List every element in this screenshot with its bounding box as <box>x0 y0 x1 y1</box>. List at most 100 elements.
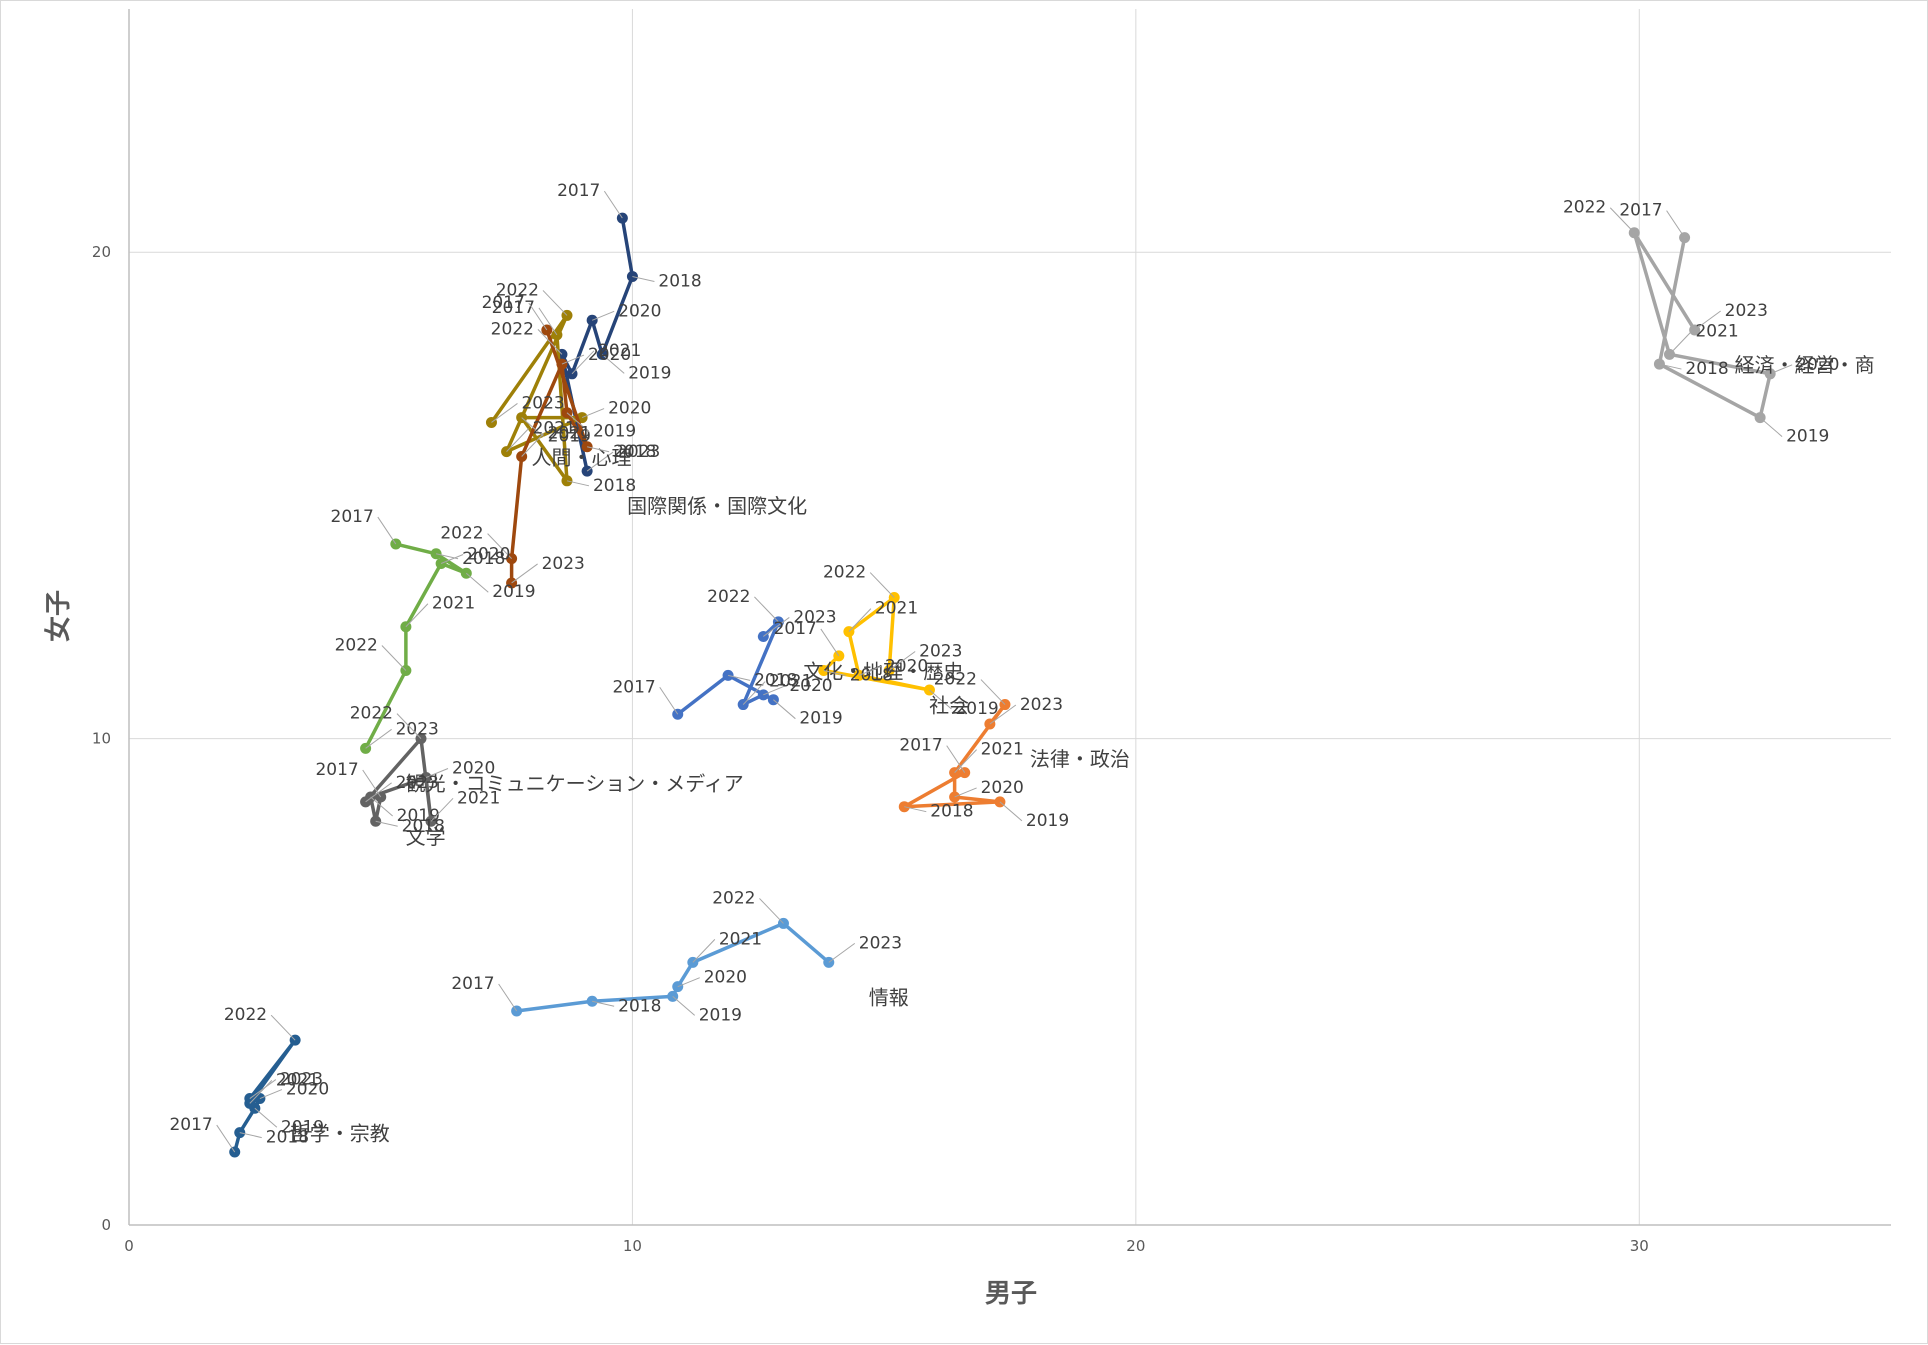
leader-line <box>677 977 700 988</box>
leader-line <box>763 617 790 637</box>
point-label: 2019 <box>548 427 591 447</box>
x-tick-label: 20 <box>1126 1237 1145 1255</box>
leader-line <box>521 433 545 457</box>
series-name-label: 文学 <box>406 825 446 849</box>
point-label: 2023 <box>919 642 962 662</box>
point-label: 2017 <box>169 1115 212 1135</box>
point-label: 2020 <box>452 759 495 779</box>
y-tick-label: 0 <box>101 1216 111 1234</box>
point-label: 2018 <box>593 476 636 496</box>
point-label: 2023 <box>396 773 439 793</box>
leader-line <box>537 328 563 355</box>
series-name-label: 国際関係・国際文化 <box>627 494 807 518</box>
leader-line <box>1759 417 1783 437</box>
leader-line <box>381 645 407 671</box>
leader-line <box>581 408 605 419</box>
leader-line <box>216 1124 236 1153</box>
leader-line <box>904 806 927 813</box>
point-label: 2019 <box>699 1005 742 1025</box>
leader-line <box>773 699 796 720</box>
point-label: 2017 <box>315 760 358 780</box>
point-label: 2020 <box>588 345 631 365</box>
point-label: 2023 <box>521 393 564 413</box>
leader-line <box>566 412 590 433</box>
leader-line <box>692 938 716 963</box>
leader-line <box>538 307 558 336</box>
leader-line <box>848 608 872 632</box>
point-label: 2021 <box>276 1070 319 1090</box>
series-name-label: 法律・政治 <box>1030 747 1130 771</box>
point-label: 2021 <box>598 341 641 361</box>
leader-line <box>727 674 751 681</box>
point-label: 2021 <box>719 929 762 949</box>
series-name-label: 社会 <box>929 694 969 718</box>
point-label: 2023 <box>396 719 439 739</box>
leader-line <box>405 603 429 628</box>
gridlines <box>129 9 1891 1225</box>
leader-line <box>754 596 779 623</box>
leader-line <box>498 983 518 1012</box>
leader-line <box>742 681 766 705</box>
point-label: 2019 <box>1786 427 1829 447</box>
point-label: 2020 <box>286 1080 329 1100</box>
labels-group: 2017201820192020202120222023経済・経営・商20172… <box>169 181 1875 1153</box>
point-label: 2019 <box>593 422 636 442</box>
leader-line <box>659 687 679 715</box>
point-label: 2019 <box>281 1117 324 1137</box>
point-label: 2018 <box>1685 359 1728 379</box>
axes: 0 10 20 30 0 10 20 <box>92 9 1891 1255</box>
point-label: 2017 <box>482 293 525 313</box>
point-label: 2020 <box>981 778 1024 798</box>
point-label: 2022 <box>440 524 483 544</box>
series-9 <box>511 917 835 1017</box>
point-label: 2017 <box>451 974 494 994</box>
leader-line <box>591 310 615 321</box>
leader-line <box>396 713 422 739</box>
leader-line <box>1694 310 1721 331</box>
series-name-label: 観光・コミュニケーション・メディア <box>406 771 744 795</box>
point-label: 2021 <box>875 599 918 619</box>
leader-line <box>506 428 529 452</box>
leader-line <box>521 417 545 437</box>
point-label: 2020 <box>1796 355 1839 375</box>
leader-line <box>1666 210 1686 238</box>
leader-line <box>254 1107 278 1128</box>
leader-line <box>375 820 398 827</box>
point-label: 2017 <box>331 507 374 527</box>
leader-line <box>370 796 393 817</box>
point-label: 2017 <box>899 736 942 756</box>
point-label: 2020 <box>467 544 510 564</box>
point-label: 2018 <box>462 549 505 569</box>
leader-line <box>823 670 846 676</box>
leader-line <box>365 728 392 749</box>
point-label: 2022 <box>707 587 750 607</box>
point-label: 2022 <box>1563 198 1606 218</box>
point-label: 2018 <box>850 666 893 686</box>
series-name-label: 哲学・宗教 <box>290 1122 390 1146</box>
leader-line <box>587 446 610 453</box>
leader-line <box>511 563 538 584</box>
x-axis-title: 男子 <box>985 1279 1037 1309</box>
leader-line <box>763 685 786 696</box>
x-tick-label: 30 <box>1630 1237 1649 1255</box>
point-label: 2021 <box>432 594 475 614</box>
x-tick-label: 10 <box>623 1237 642 1255</box>
point-label: 2017 <box>557 181 600 201</box>
y-tick-label: 20 <box>92 243 111 261</box>
leader-line <box>672 996 696 1016</box>
y-tick-label: 10 <box>92 730 111 748</box>
point-label: 2022 <box>350 704 393 724</box>
point-label: 2023 <box>793 607 836 627</box>
leader-line <box>946 745 966 773</box>
point-label: 2023 <box>617 442 660 462</box>
point-label: 2020 <box>608 399 651 419</box>
leader-line <box>828 942 856 963</box>
point-label: 2022 <box>712 888 755 908</box>
leader-line <box>270 1014 296 1041</box>
point-label: 2021 <box>1695 321 1738 341</box>
point-label: 2022 <box>224 1005 267 1025</box>
leader-line <box>566 480 590 487</box>
leader-line <box>999 801 1023 822</box>
point-label: 2021 <box>457 788 500 808</box>
